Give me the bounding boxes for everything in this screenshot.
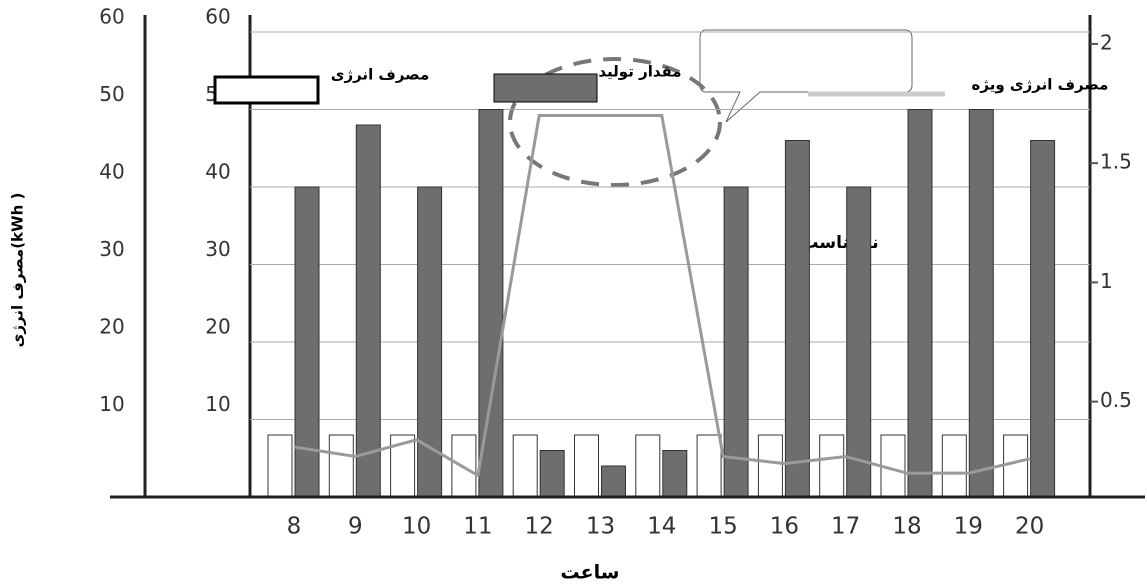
bar (907, 109, 933, 498)
bar (601, 465, 626, 498)
x-tick-label: 10 (402, 514, 431, 540)
callout (699, 29, 913, 123)
legend-swatch (493, 73, 598, 103)
x-axis-label: ساعت (561, 562, 620, 584)
bar (574, 434, 599, 498)
y-tick-label: 10 (99, 392, 124, 416)
bar (757, 434, 783, 498)
legend-label: مصرف انرژی (331, 66, 430, 84)
y-tick-label: 50 (99, 82, 124, 106)
bar (355, 124, 381, 498)
bar (784, 140, 810, 498)
highlight-ellipse (508, 57, 722, 187)
legend-swatch (213, 75, 320, 105)
bar (941, 434, 967, 498)
x-tick-label: 11 (463, 514, 492, 540)
bar (635, 434, 661, 498)
bar (539, 450, 565, 498)
y2-tick-label: 0.5 (1100, 388, 1132, 412)
legend-label: مصرف انرژی ویژه (972, 76, 1109, 94)
y2-tick-label: 1 (1100, 269, 1113, 293)
y-tick-label: 60 (99, 5, 124, 29)
x-tick-label: 9 (348, 514, 363, 540)
y-tick-label: 20 (205, 315, 230, 339)
bar (1003, 434, 1029, 498)
bar (846, 186, 872, 498)
bar (723, 186, 749, 498)
line-series (293, 113, 1030, 478)
bar (267, 434, 293, 498)
bar (512, 434, 538, 498)
y-tick-label: 40 (205, 160, 230, 184)
bar (328, 434, 354, 498)
x-tick-label: 17 (831, 514, 860, 540)
x-tick-label: 19 (954, 514, 983, 540)
x-tick-label: 14 (647, 514, 676, 540)
y-tick-label: 40 (99, 160, 124, 184)
bar (1030, 140, 1056, 498)
x-tick-label: 16 (770, 514, 799, 540)
y-tick-label: 30 (99, 237, 124, 261)
y-tick-label: 30 (205, 237, 230, 261)
bar (478, 109, 504, 498)
y-tick-label: 20 (99, 315, 124, 339)
bar (662, 450, 688, 498)
x-tick-label: 15 (708, 514, 737, 540)
y2-tick-label: 2 (1100, 30, 1113, 54)
x-tick-label: 13 (586, 514, 615, 540)
x-tick-label: 20 (1015, 514, 1044, 540)
y-axis-label: مصرف انرژی(kWh ) (9, 193, 27, 348)
legend-label: مقدار تولید (598, 63, 681, 81)
y2-tick-label: 1.5 (1100, 150, 1132, 174)
y-tick-label: 10 (205, 392, 230, 416)
bar (696, 434, 722, 498)
x-tick-label: 18 (892, 514, 921, 540)
x-tick-label: 12 (525, 514, 554, 540)
x-tick-label: 8 (287, 514, 302, 540)
bar (417, 186, 443, 498)
bar (968, 109, 994, 498)
y-tick-label: 60 (205, 5, 230, 29)
bar (294, 186, 320, 498)
bar (819, 434, 845, 498)
